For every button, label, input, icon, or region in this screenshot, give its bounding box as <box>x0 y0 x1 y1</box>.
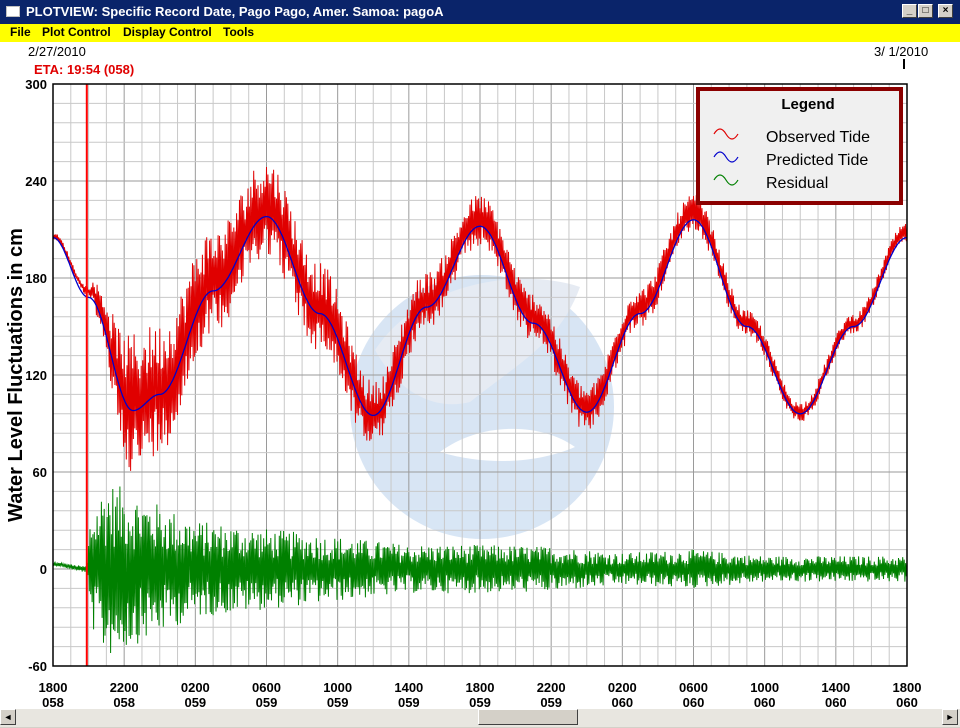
window-title: PLOTVIEW: Specific Record Date, Pago Pag… <box>26 4 444 19</box>
app-icon <box>6 6 20 17</box>
scroll-right-button[interactable]: ► <box>942 709 958 725</box>
series-line-predicted-tide <box>53 215 907 417</box>
x-tick-time-label: 1000 <box>323 680 352 695</box>
x-tick-time-label: 0600 <box>679 680 708 695</box>
scroll-left-button[interactable]: ◄ <box>0 709 16 725</box>
y-tick-label: 0 <box>40 562 47 577</box>
x-tick-labels: 1800058220005802000590600059100005914000… <box>39 680 922 710</box>
menu-file[interactable]: File <box>10 25 31 39</box>
horizontal-scrollbar[interactable]: ◄ ► <box>0 708 960 727</box>
x-tick-day-label: 060 <box>825 695 847 708</box>
series-layer <box>52 166 908 654</box>
x-tick-day-label: 059 <box>398 695 420 708</box>
x-tick-day-label: 060 <box>896 695 918 708</box>
legend-box <box>696 87 903 205</box>
legend-entry-residual: Residual <box>766 175 828 192</box>
x-tick-day-label: 060 <box>611 695 633 708</box>
x-tick-day-label: 060 <box>683 695 705 708</box>
x-tick-day-label: 060 <box>754 695 776 708</box>
eta-label: ETA: 19:54 (058) <box>34 62 134 77</box>
x-tick-time-label: 2200 <box>537 680 566 695</box>
x-tick-time-label: 1800 <box>466 680 495 695</box>
y-tick-label: 60 <box>33 465 47 480</box>
x-tick-time-label: 1800 <box>39 680 68 695</box>
plot-frame <box>52 83 908 667</box>
series-line-observed-tide <box>52 166 908 471</box>
x-tick-time-label: 1800 <box>893 680 922 695</box>
x-tick-day-label: 059 <box>327 695 349 708</box>
legend-entry-predicted: Predicted Tide <box>766 152 868 169</box>
x-tick-time-label: 2200 <box>110 680 139 695</box>
y-axis-label: Water Level Fluctuations in cm <box>5 228 27 522</box>
y-tick-label: 120 <box>25 368 47 383</box>
x-tick-day-label: 058 <box>42 695 64 708</box>
y-tick-label: 180 <box>25 271 47 286</box>
menu-bar: File Plot Control Display Control Tools <box>0 24 960 42</box>
scroll-thumb[interactable] <box>478 709 578 725</box>
start-date-label: 2/27/2010 <box>28 44 86 59</box>
x-tick-day-label: 059 <box>256 695 278 708</box>
x-tick-day-label: 059 <box>184 695 206 708</box>
tide-chart: 2/27/2010 3/ 1/2010 ETA: 19:54 (058) Wat… <box>5 44 928 710</box>
y-tick-label: 240 <box>25 174 47 189</box>
legend: Legend Observed Tide Predicted Tide Resi… <box>696 87 903 205</box>
x-tick-time-label: 0600 <box>252 680 281 695</box>
menu-tools[interactable]: Tools <box>223 25 255 39</box>
series-line-residual <box>52 486 908 654</box>
x-tick-time-label: 1400 <box>394 680 423 695</box>
x-tick-day-label: 059 <box>540 695 562 708</box>
x-tick-day-label: 058 <box>113 695 135 708</box>
plot-area: 2/27/2010 3/ 1/2010 ETA: 19:54 (058) Wat… <box>0 42 960 710</box>
legend-title: Legend <box>781 96 834 113</box>
y-tick-labels: -60 0 60 120 180 240 300 <box>25 77 47 674</box>
legend-swatch-residual <box>713 174 739 186</box>
y-tick-label: -60 <box>28 659 47 674</box>
x-tick-time-label: 1400 <box>821 680 850 695</box>
legend-swatch-observed <box>713 128 739 140</box>
x-tick-time-label: 1000 <box>750 680 779 695</box>
maximize-button[interactable]: □ <box>918 4 933 18</box>
x-tick-time-label: 0200 <box>181 680 210 695</box>
legend-swatch-predicted <box>713 151 739 163</box>
end-date-label: 3/ 1/2010 <box>874 44 928 59</box>
legend-entry-observed: Observed Tide <box>766 129 870 146</box>
close-button[interactable]: × <box>938 4 953 18</box>
menu-display-control[interactable]: Display Control <box>123 25 212 39</box>
x-tick-time-label: 0200 <box>608 680 637 695</box>
menu-plot-control[interactable]: Plot Control <box>42 25 111 39</box>
y-tick-label: 300 <box>25 77 47 92</box>
title-bar: PLOTVIEW: Specific Record Date, Pago Pag… <box>0 0 960 24</box>
x-tick-day-label: 059 <box>469 695 491 708</box>
minimize-button[interactable]: _ <box>902 4 917 18</box>
